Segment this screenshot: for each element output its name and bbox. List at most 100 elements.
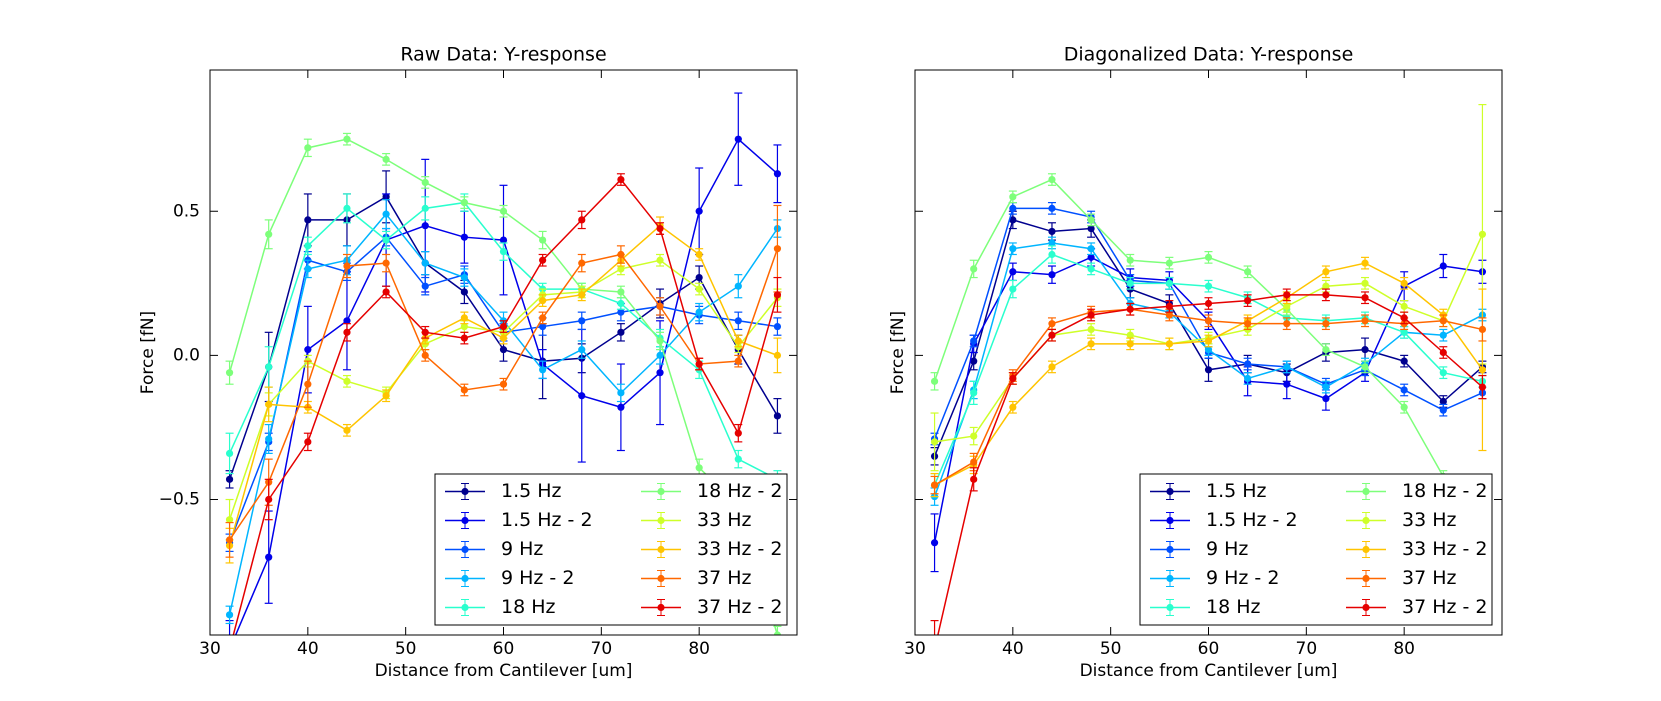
data-point xyxy=(1244,374,1252,383)
data-point xyxy=(1087,216,1095,224)
data-point xyxy=(734,135,742,143)
x-tick-label: 40 xyxy=(1002,639,1024,659)
data-point xyxy=(1087,311,1095,319)
data-point xyxy=(617,299,625,308)
y-tick-label: 0.0 xyxy=(173,345,200,365)
chart-title: Diagonalized Data: Y-response xyxy=(1064,44,1354,66)
data-point xyxy=(617,389,625,397)
data-point xyxy=(460,334,468,342)
data-point xyxy=(343,262,351,270)
data-point xyxy=(1126,256,1134,264)
data-point xyxy=(1165,311,1173,319)
data-point xyxy=(1322,395,1330,403)
data-point xyxy=(970,432,978,440)
legend-label: 18 Hz xyxy=(1206,596,1261,618)
axes-frame xyxy=(209,69,798,636)
data-point xyxy=(695,308,703,316)
data-point xyxy=(1126,331,1134,339)
data-point xyxy=(773,351,782,359)
plot-area xyxy=(225,92,782,635)
data-point xyxy=(1087,265,1095,273)
x-tick-label: 50 xyxy=(1100,639,1122,659)
data-point xyxy=(578,346,586,354)
data-point xyxy=(382,259,390,267)
data-point xyxy=(1400,386,1408,394)
data-point xyxy=(460,273,468,282)
legend-marker xyxy=(657,487,665,496)
legend-label: 18 Hz - 2 xyxy=(1402,480,1488,502)
series xyxy=(930,288,1487,635)
data-point xyxy=(1204,317,1213,325)
legend-marker xyxy=(1166,516,1174,525)
data-point xyxy=(539,314,547,322)
data-point xyxy=(1283,380,1291,388)
legend-marker xyxy=(461,487,469,496)
data-point xyxy=(617,308,625,316)
data-point xyxy=(382,392,390,400)
legend-marker xyxy=(1166,574,1174,583)
chart-title: Raw Data: Y-response xyxy=(400,44,606,66)
data-point xyxy=(930,539,939,547)
data-point xyxy=(499,248,508,256)
data-point xyxy=(1400,357,1408,365)
data-point xyxy=(1283,320,1291,328)
data-point xyxy=(1204,299,1213,308)
data-point xyxy=(1283,302,1291,310)
data-point xyxy=(421,204,429,212)
x-tick-label: 70 xyxy=(1296,639,1318,659)
data-point xyxy=(773,170,782,178)
data-point xyxy=(695,285,703,293)
data-point xyxy=(734,429,742,437)
data-point xyxy=(265,495,273,504)
legend-label: 33 Hz xyxy=(697,509,752,531)
x-axis-label: Distance from Cantilever [um] xyxy=(375,661,633,681)
legend-label: 37 Hz xyxy=(697,567,752,589)
error-bar xyxy=(773,625,782,635)
x-tick-label: 80 xyxy=(1393,639,1415,659)
data-point xyxy=(1478,230,1487,238)
data-point xyxy=(1361,279,1369,287)
x-axis-label: Distance from Cantilever [um] xyxy=(1080,661,1338,681)
data-point xyxy=(930,481,939,489)
series xyxy=(225,132,782,635)
legend-marker xyxy=(461,516,469,525)
legend-label: 37 Hz xyxy=(1402,567,1457,589)
data-point xyxy=(343,377,351,385)
data-point xyxy=(970,265,978,273)
data-point xyxy=(343,317,351,325)
data-point xyxy=(1048,250,1056,259)
data-point xyxy=(343,328,351,336)
data-point xyxy=(1204,346,1213,354)
data-point xyxy=(656,256,664,264)
data-point xyxy=(1439,369,1447,377)
data-point xyxy=(265,363,273,371)
legend-label: 18 Hz xyxy=(501,596,556,618)
data-point xyxy=(1361,317,1369,325)
data-point xyxy=(734,317,742,325)
data-point xyxy=(1126,305,1134,313)
data-point xyxy=(460,322,468,331)
data-point xyxy=(1361,294,1369,302)
data-point xyxy=(578,317,586,325)
data-point xyxy=(1322,346,1330,354)
data-point xyxy=(656,337,664,345)
data-point xyxy=(734,455,742,463)
data-point xyxy=(225,475,234,483)
data-point xyxy=(304,265,312,273)
data-point xyxy=(421,178,429,187)
data-point xyxy=(1009,204,1017,212)
data-point xyxy=(1400,279,1408,287)
data-point xyxy=(970,337,978,345)
legend-marker xyxy=(657,574,665,583)
data-point xyxy=(225,449,234,457)
data-point xyxy=(1400,302,1408,310)
data-point xyxy=(1244,268,1252,276)
data-point xyxy=(1009,285,1017,293)
data-point xyxy=(1283,363,1291,371)
legend-marker xyxy=(1166,603,1174,612)
data-point xyxy=(1087,245,1095,253)
legend-marker xyxy=(1362,516,1370,525)
data-point xyxy=(499,334,508,342)
data-point xyxy=(421,222,429,230)
